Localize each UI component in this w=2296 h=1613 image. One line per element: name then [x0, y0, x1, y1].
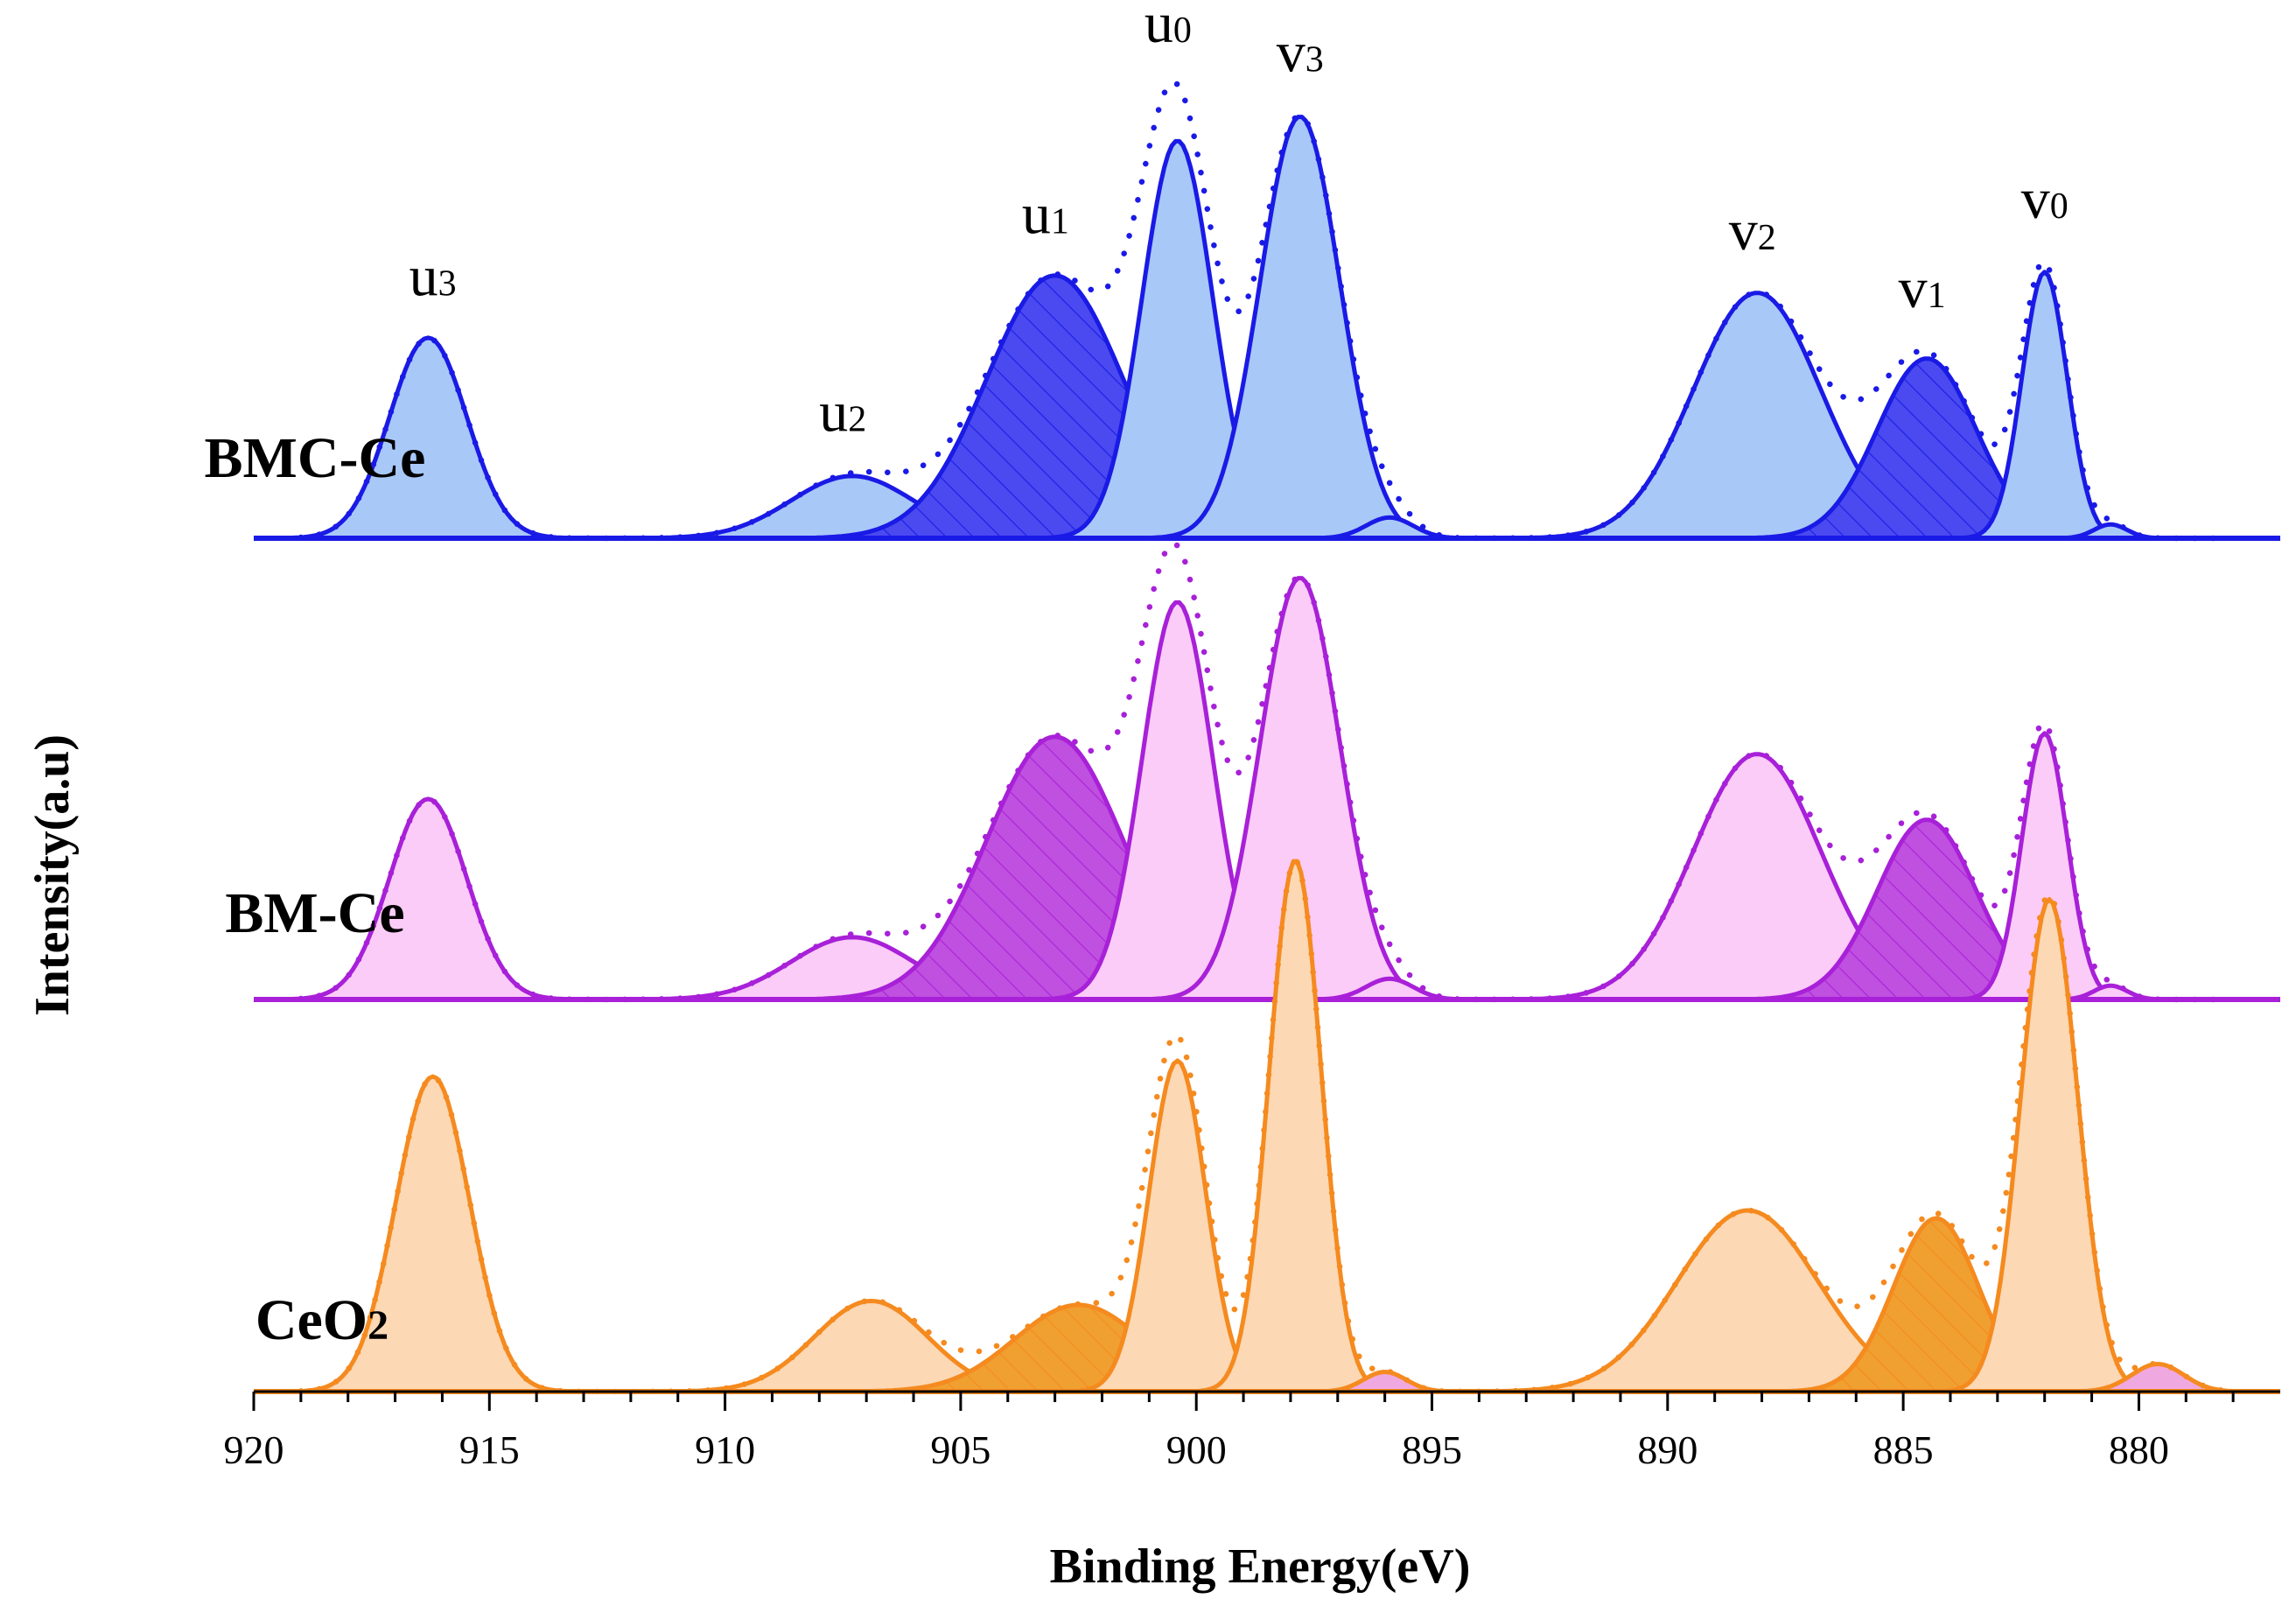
peak-curve-0: [273, 796, 579, 1002]
sample-label: BMC-Ce: [205, 426, 426, 490]
peak-area-0: [285, 1077, 580, 1392]
peak-area-4: [1139, 116, 1460, 538]
x-tick-label: 880: [2109, 1427, 2169, 1472]
peak-curve-8: [1936, 897, 2160, 1394]
x-axis: 920 915 910 905 900 895 890 885 880: [224, 1390, 2280, 1472]
peak-area-5: [1295, 517, 1484, 538]
peak-area-6: [1502, 754, 2012, 999]
peak-area-9: [2054, 1364, 2262, 1392]
panel-0: BMC-Ce: [205, 79, 2280, 542]
envelope-curve: [298, 855, 2235, 1395]
peak-label: v0: [2021, 167, 2068, 231]
panel-2: CeO2: [254, 855, 2280, 1395]
peak-label: v1: [1899, 256, 1946, 320]
x-axis-label: Binding Energy(eV): [1050, 1539, 1471, 1594]
x-tick-label: 900: [1166, 1427, 1227, 1472]
x-tick-label: 905: [930, 1427, 990, 1472]
peak-area-2: [781, 275, 1328, 538]
peak-area-7: [1766, 1218, 2106, 1392]
x-tick-label: 910: [695, 1427, 755, 1472]
peak-area-7: [1728, 358, 2125, 538]
y-axis-label: Intensity(a.u): [25, 734, 80, 1016]
peak-area-4: [1139, 578, 1460, 999]
peak-area-1: [607, 475, 1098, 538]
peak-area-8: [1936, 899, 2163, 1392]
peak-area-9: [2044, 985, 2177, 999]
x-tick-label: 885: [1873, 1427, 1934, 1472]
peak-area-3: [1036, 141, 1320, 538]
x-tick-label: 915: [459, 1427, 520, 1472]
peak-label: v2: [1729, 199, 1776, 263]
peak-area-4: [1191, 861, 1399, 1392]
peak-label: u0: [1144, 0, 1192, 55]
peak-area-1: [607, 936, 1098, 999]
peak-labels: u3 u2 u1 u0 v3 v2 v1 v0: [410, 0, 2068, 444]
peak-area-3: [1036, 602, 1320, 999]
peak-area-6: [1502, 292, 2012, 538]
x-tick-label: 890: [1637, 1427, 1698, 1472]
x-tick-label: 920: [224, 1427, 284, 1472]
panel-1: BM-Ce: [225, 540, 2280, 1003]
peak-curve-4: [1191, 859, 1396, 1394]
peak-area-6: [1465, 1210, 2031, 1392]
x-tick-label: 895: [1402, 1427, 1462, 1472]
sample-label: BM-Ce: [225, 881, 404, 945]
peak-area-0: [273, 798, 583, 999]
peak-area-5: [1295, 978, 1484, 999]
peak-label: u3: [410, 245, 457, 309]
peak-area-1: [645, 1301, 1098, 1392]
peak-label: v3: [1277, 21, 1324, 85]
peak-area-2: [781, 736, 1328, 999]
peak-area-3: [1064, 1061, 1291, 1392]
peak-area-5: [1299, 1371, 1470, 1392]
peak-area-2: [823, 1305, 1334, 1392]
peak-label: u1: [1022, 183, 1069, 247]
peak-label: u2: [819, 380, 866, 444]
peak-area-9: [2044, 524, 2177, 538]
peak-area-7: [1728, 819, 2125, 999]
peak-area-8: [1954, 733, 2136, 999]
peak-area-8: [1954, 271, 2136, 538]
sample-label: CeO2: [256, 1288, 388, 1352]
peak-curve-0: [273, 335, 579, 541]
peak-area-0: [273, 337, 583, 538]
spectra-panels: BMC-Ce BM-Ce CeO2: [205, 79, 2280, 1395]
